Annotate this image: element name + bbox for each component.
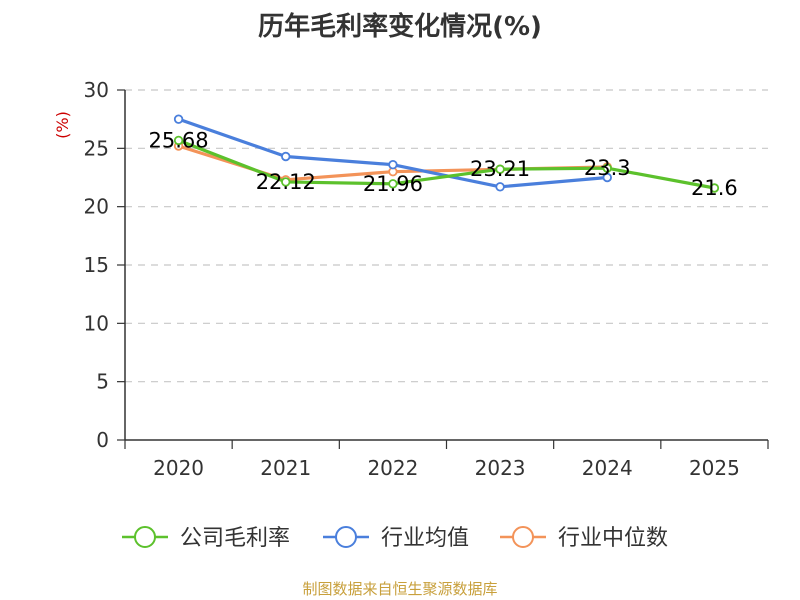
x-tick-label: 2023 — [475, 456, 526, 480]
data-point-0-5[interactable] — [709, 183, 720, 193]
data-point-1-2[interactable] — [388, 159, 398, 170]
data-label: 23.3 — [584, 156, 631, 180]
data-point-1-4[interactable] — [602, 172, 612, 183]
legend-marker-0[interactable] — [134, 526, 156, 548]
x-tick-label: 2024 — [582, 456, 633, 480]
data-label: 22.12 — [256, 170, 316, 194]
chart-title: 历年毛利率变化情况(%) — [258, 12, 542, 42]
y-tick-label: 15 — [84, 253, 109, 277]
x-tick-label: 2020 — [153, 456, 204, 480]
legend-label-2[interactable]: 行业中位数 — [558, 526, 668, 551]
y-tick-label: 30 — [84, 78, 109, 102]
y-axis-unit-label: (%) — [53, 111, 72, 139]
data-point-0-1[interactable] — [281, 177, 291, 187]
legend: 公司毛利率 行业均值 行业中位数 — [122, 526, 668, 551]
data-point-1-1[interactable] — [281, 151, 291, 162]
y-tick-label: 25 — [84, 136, 109, 160]
data-labels: 25.68 22.12 21.96 23.21 23.3 21.6 — [149, 128, 738, 200]
y-tick-label: 5 — [96, 370, 109, 394]
data-point-0-4[interactable] — [602, 163, 612, 173]
legend-marker-1[interactable] — [335, 526, 357, 548]
data-point-0-3[interactable] — [495, 164, 505, 174]
x-tick-label: 2021 — [260, 456, 311, 480]
legend-marker-2[interactable] — [512, 526, 534, 548]
data-point-0-0[interactable] — [173, 135, 184, 146]
y-tick-label: 10 — [84, 311, 109, 335]
data-label: 21.96 — [363, 172, 423, 196]
series-lines — [173, 114, 720, 193]
data-label: 21.6 — [691, 176, 738, 200]
legend-label-1[interactable]: 行业均值 — [381, 526, 469, 551]
data-label: 25.68 — [149, 128, 209, 152]
data-label: 23.21 — [470, 157, 530, 181]
source-note: 制图数据来自恒生聚源数据库 — [302, 580, 498, 598]
x-tick-label: 2022 — [367, 456, 418, 480]
series-line-0 — [178, 138, 715, 190]
x-tick-label: 2025 — [689, 456, 740, 480]
data-point-0-2[interactable] — [388, 179, 398, 189]
y-tick-label: 20 — [84, 195, 109, 219]
data-point-1-3[interactable] — [495, 182, 505, 192]
data-point-1-0[interactable] — [173, 114, 184, 124]
grid-lines — [125, 89, 768, 383]
y-tick-label: 0 — [96, 428, 109, 452]
legend-label-0[interactable]: 公司毛利率 — [180, 526, 290, 551]
